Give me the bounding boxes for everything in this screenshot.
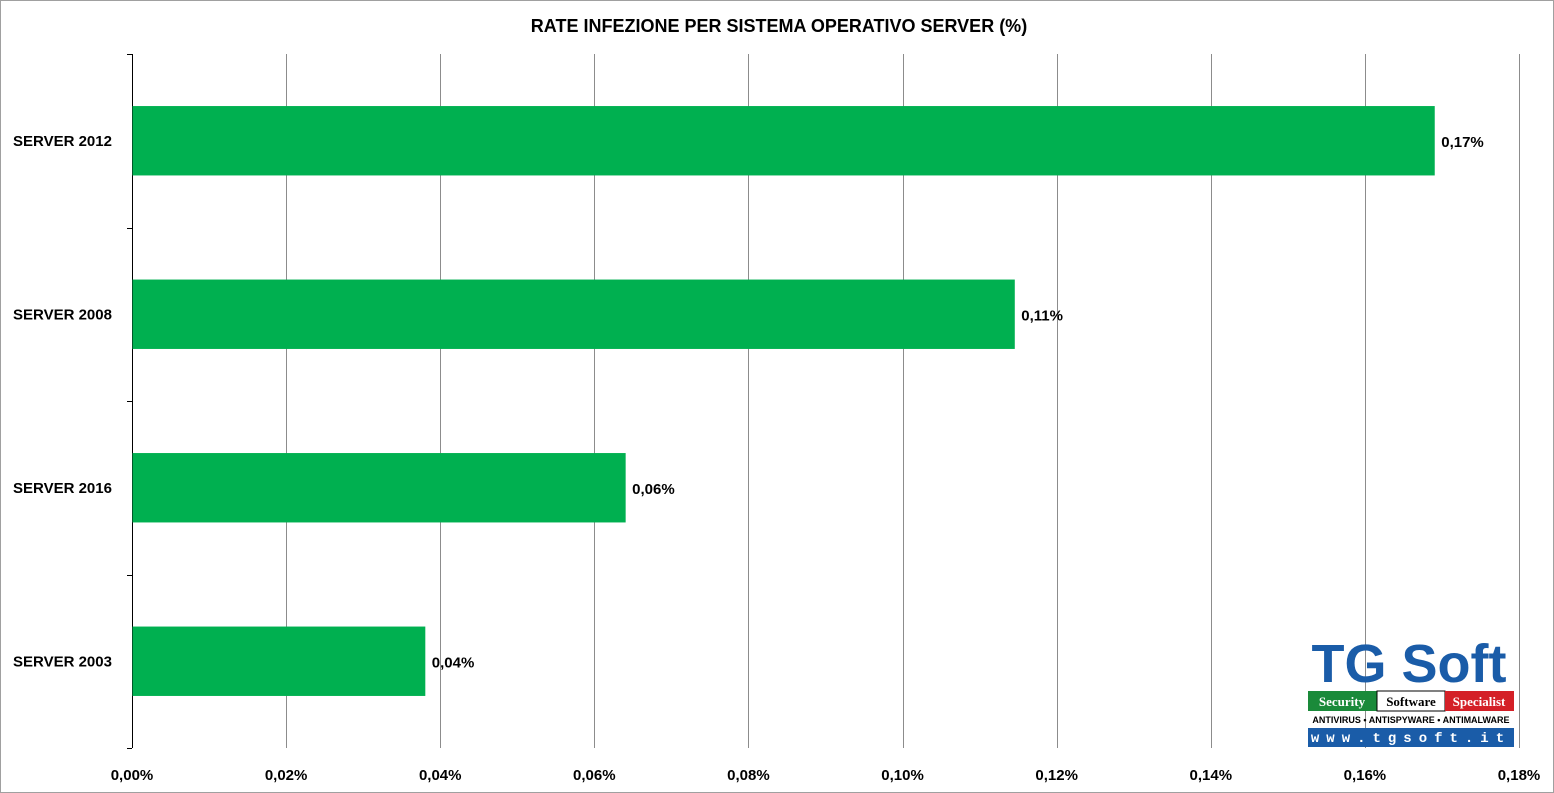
x-tick-label: 0,00% (111, 767, 154, 784)
x-tick-label: 0,14% (1190, 767, 1233, 784)
data-label: 0,17% (1441, 134, 1484, 151)
category-label: SERVER 2012 (13, 133, 112, 150)
logo-url: www.tgsoft.it (1311, 731, 1511, 747)
logo-tagline: ANTIVIRUS • ANTISPYWARE • ANTIMALWARE (1312, 715, 1509, 725)
data-label: 0,06% (632, 481, 675, 498)
bars (132, 106, 1435, 696)
logo-band-security: Security (1319, 694, 1366, 709)
logo-url-band (1308, 728, 1514, 747)
x-tick-label: 0,10% (881, 767, 924, 784)
x-tick-label: 0,06% (573, 767, 616, 784)
logo-band-software: Software (1386, 694, 1436, 709)
tgsoft-logo: TG Soft Security Software Specialist ANT… (1308, 634, 1514, 747)
bar (132, 453, 626, 523)
data-label: 0,04% (432, 654, 475, 671)
x-tick-label: 0,18% (1498, 767, 1541, 784)
logo-band-specialist: Specialist (1453, 694, 1506, 709)
x-tick-label: 0,02% (265, 767, 308, 784)
bar (132, 106, 1435, 176)
bar (132, 626, 426, 696)
x-tick-label: 0,04% (419, 767, 462, 784)
category-label: SERVER 2003 (13, 653, 112, 670)
category-label: SERVER 2008 (13, 306, 112, 323)
x-axis-tick-labels: 0,00% 0,02% 0,04% 0,06% 0,08% 0,10% 0,12% 0,14%… (111, 767, 1541, 784)
logo-band-green (1308, 691, 1377, 711)
data-labels: 0,17% 0,11% 0,06% 0,04% (432, 134, 1484, 672)
logo-brand-text: TG Soft (1312, 634, 1507, 694)
x-tick-label: 0,08% (727, 767, 770, 784)
x-tick-label: 0,16% (1344, 767, 1387, 784)
x-tick-label: 0,12% (1035, 767, 1078, 784)
logo-band-red (1445, 691, 1514, 711)
chart-title: RATE INFEZIONE PER SISTEMA OPERATIVO SER… (531, 16, 1027, 36)
category-labels: SERVER 2012 SERVER 2008 SERVER 2016 SERVER … (13, 133, 112, 671)
category-label: SERVER 2016 (13, 480, 112, 497)
data-label: 0,11% (1021, 307, 1063, 324)
bar (132, 279, 1015, 349)
